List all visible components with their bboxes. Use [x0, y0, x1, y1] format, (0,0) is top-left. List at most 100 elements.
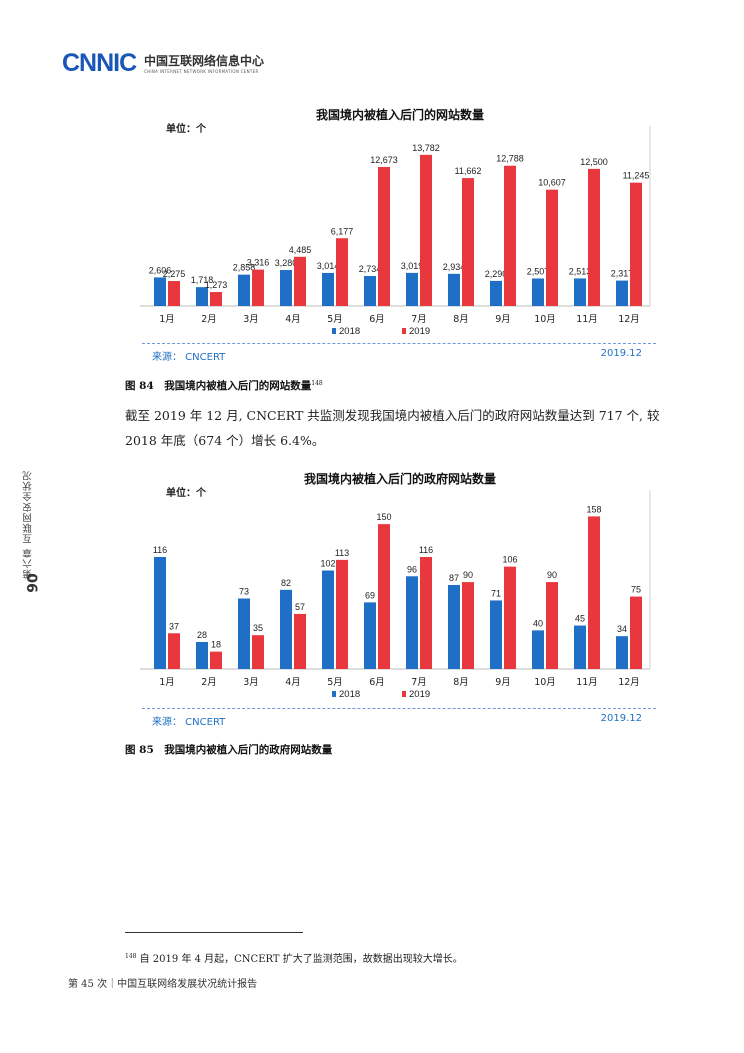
bar-2019-4 — [294, 256, 306, 306]
data-label-2018-10: 40 — [533, 618, 543, 628]
data-label-2018-12: 2,317 — [611, 269, 634, 279]
data-label-2019-4: 57 — [295, 602, 305, 612]
body-paragraph: 截至 2019 年 12 月, CNCERT 共监测发现我国境内被植入后门的政府… — [125, 408, 660, 448]
bar-2018-8 — [448, 584, 460, 669]
data-label-2019-8: 11,662 — [455, 166, 482, 176]
org-name-cn: 中国互联网络信息中心 — [144, 54, 265, 68]
bar-2019-6 — [378, 524, 390, 669]
chart-date: 2019.12 — [600, 348, 642, 359]
data-label-2019-3: 3,316 — [247, 258, 270, 268]
footnote-ref: 148 — [311, 380, 323, 387]
bar-2019-3 — [252, 269, 264, 306]
data-label-2018-3: 73 — [239, 587, 249, 597]
legend-swatch-2018 — [332, 691, 336, 697]
bar-2019-7 — [420, 556, 432, 669]
footnote-rule — [125, 932, 303, 933]
data-label-2018-2: 1,718 — [191, 275, 214, 285]
bar-2019-10 — [546, 582, 558, 669]
x-tick-label: 11月 — [576, 314, 598, 325]
legend-label-2019: 2019 — [409, 689, 430, 700]
chart-divider — [142, 343, 656, 344]
bar-2019-6 — [378, 167, 390, 306]
cnnic-logo: CNNIC 中国互联网络信息中心 CHINA INTERNET NETWORK … — [62, 50, 302, 78]
data-label-2019-12: 75 — [631, 585, 641, 595]
page-footer: 第 45 次｜中国互联网络发展状况统计报告 — [68, 979, 258, 990]
chart-backdoor-gov-websites: 我国境内被植入后门的政府网站数量 单位：个 116 37 1月 28 18 2月 73 35 3… — [140, 462, 660, 732]
data-label-2018-12: 34 — [617, 624, 627, 634]
data-label-2019-2: 1,273 — [205, 280, 228, 290]
data-label-2018-4: 3,280 — [275, 258, 298, 268]
data-label-2019-8: 90 — [463, 570, 473, 580]
bar-2018-3 — [238, 274, 250, 306]
data-label-2019-1: 37 — [169, 621, 179, 631]
bar-2019-9 — [504, 165, 516, 306]
bar-2019-10 — [546, 189, 558, 306]
side-margin: 第六章 互联网安全状况 90 — [18, 470, 48, 610]
bar-2018-5 — [322, 272, 334, 306]
bar-2019-4 — [294, 613, 306, 669]
unit-label: 单位：个 — [166, 488, 206, 499]
x-tick-label: 7月 — [411, 677, 427, 688]
x-tick-label: 2月 — [201, 677, 217, 688]
bar-2019-11 — [588, 516, 600, 669]
bar-2018-8 — [448, 273, 460, 306]
legend-swatch-2019 — [402, 328, 406, 334]
data-label-2019-6: 150 — [376, 512, 391, 522]
bar-2018-4 — [280, 270, 292, 306]
figure-caption-85: 图 85 我国境内被植入后门的政府网站数量 — [125, 744, 333, 756]
bar-2018-5 — [322, 570, 334, 669]
bar-2018-12 — [616, 280, 628, 306]
legend-label-2018: 2018 — [339, 689, 360, 700]
data-label-2019-7: 13,782 — [412, 143, 440, 153]
x-tick-label: 1月 — [159, 677, 175, 688]
chart-title: 我国境内被植入后门的网站数量 — [315, 108, 484, 122]
data-label-2019-10: 90 — [547, 570, 557, 580]
bar-2018-10 — [532, 278, 544, 306]
data-label-2019-5: 113 — [335, 548, 349, 558]
footnote-text: 自 2019 年 4 月起，CNCERT 扩大了监测范围，故数据出现较大增长。 — [136, 954, 463, 965]
x-tick-label: 3月 — [243, 677, 259, 688]
bar-2018-6 — [364, 276, 376, 306]
bar-2018-3 — [238, 598, 250, 669]
x-tick-label: 8月 — [453, 314, 469, 325]
figure-caption-84: 图 84 我国境内被植入后门的网站数量148 — [125, 378, 323, 393]
x-tick-label: 1月 — [159, 314, 175, 325]
x-tick-label: 11月 — [576, 677, 598, 688]
x-tick-label: 6月 — [369, 314, 385, 325]
legend-swatch-2018 — [332, 328, 336, 334]
bar-2018-2 — [196, 641, 208, 669]
bar-2019-2 — [210, 651, 222, 669]
data-label-2018-5: 3,014 — [317, 261, 340, 271]
bar-2018-2 — [196, 287, 208, 306]
footnote: 148 自 2019 年 4 月起，CNCERT 扩大了监测范围，故数据出现较大… — [125, 950, 463, 965]
data-label-2018-6: 69 — [365, 590, 375, 600]
bar-2019-8 — [462, 178, 474, 306]
bar-2019-9 — [504, 566, 516, 669]
bar-2019-12 — [630, 596, 642, 669]
data-label-2019-11: 12,500 — [580, 157, 608, 167]
data-label-2018-8: 2,934 — [443, 262, 466, 272]
x-tick-label: 10月 — [534, 677, 556, 688]
x-tick-label: 2月 — [201, 314, 217, 325]
footnote-number: 148 — [125, 953, 137, 960]
bar-2019-1 — [168, 281, 180, 306]
x-tick-label: 6月 — [369, 677, 385, 688]
data-label-2019-10: 10,607 — [538, 178, 566, 188]
data-label-2018-11: 2,513 — [569, 266, 592, 276]
org-name-en: CHINA INTERNET NETWORK INFORMATION CENTE… — [144, 69, 259, 74]
x-tick-label: 10月 — [534, 314, 556, 325]
bar-2019-5 — [336, 238, 348, 306]
x-tick-label: 12月 — [618, 677, 640, 688]
data-label-2019-1: 2,275 — [163, 269, 186, 279]
data-label-2018-4: 82 — [281, 578, 291, 588]
data-label-2018-9: 2,290 — [485, 269, 508, 279]
data-label-2019-11: 158 — [586, 504, 601, 514]
data-label-2018-5: 102 — [320, 558, 335, 568]
bar-2019-1 — [168, 633, 180, 669]
x-tick-label: 4月 — [285, 677, 301, 688]
bar-2018-11 — [574, 625, 586, 669]
caption-text: 图 84 我国境内被植入后门的网站数量 — [125, 380, 312, 392]
data-label-2018-3: 2,858 — [233, 263, 256, 273]
legend-label-2019: 2019 — [409, 326, 430, 337]
data-label-2019-5: 6,177 — [331, 226, 354, 236]
